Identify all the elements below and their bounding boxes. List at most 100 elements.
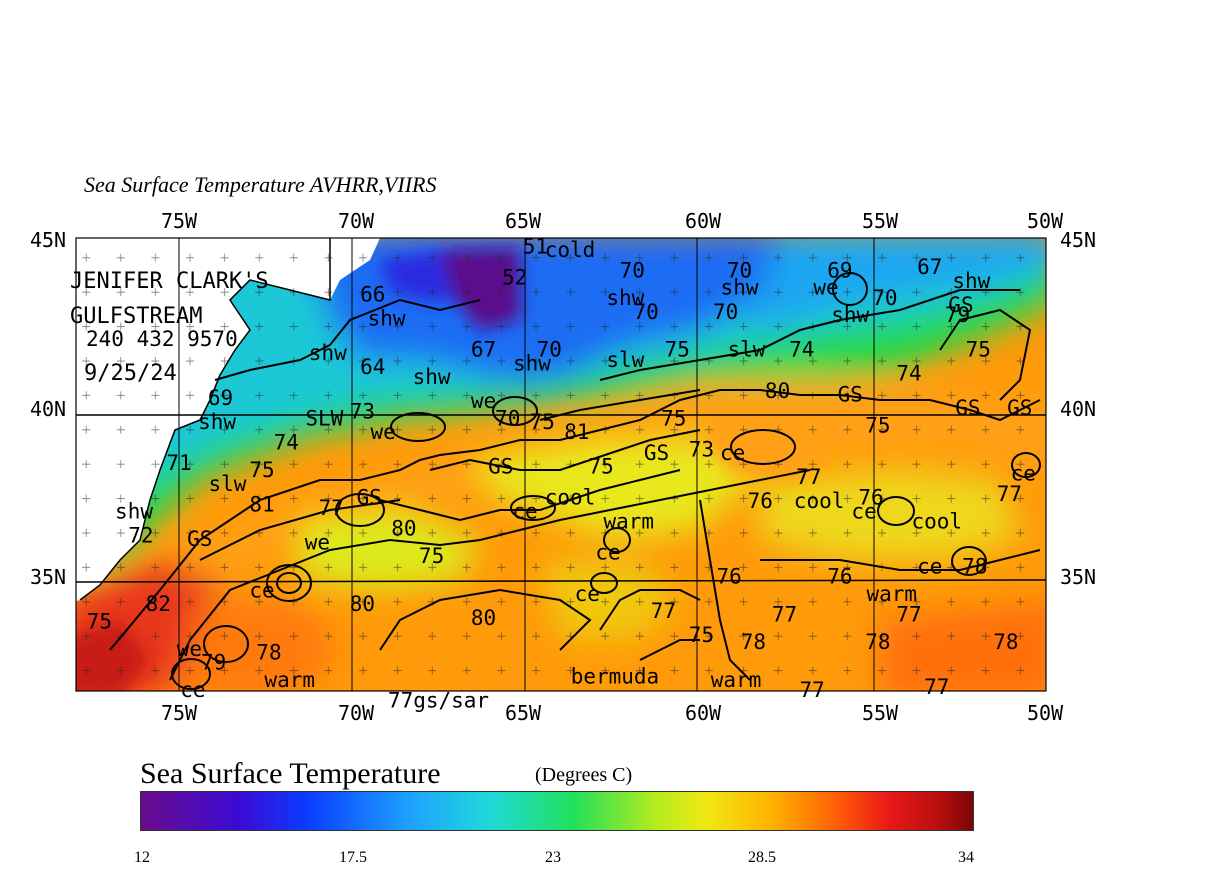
- sst-annotation: 75: [665, 338, 690, 362]
- sst-annotation: shw: [368, 307, 406, 331]
- lon-label-top: 70W: [338, 209, 375, 233]
- sst-annotation: 73: [350, 400, 375, 424]
- lat-label-left: 35N: [30, 565, 66, 589]
- sst-annotation: we: [177, 637, 202, 661]
- sst-annotation: GS: [644, 441, 669, 465]
- sst-annotation: cool: [911, 510, 962, 534]
- sst-annotation: 72: [128, 523, 153, 547]
- sst-annotation: 75: [966, 338, 991, 362]
- sst-annotation: 74: [896, 362, 921, 386]
- sst-annotation: 67: [471, 338, 496, 362]
- sst-annotation: SLW: [305, 406, 343, 430]
- sst-annotation: 77: [651, 599, 676, 623]
- sst-annotation: 78: [993, 630, 1018, 654]
- sst-annotation: 73: [689, 437, 714, 461]
- lon-label-top: 60W: [685, 209, 722, 233]
- lon-label-bottom: 75W: [161, 701, 198, 725]
- sst-annotation: 77: [924, 675, 949, 699]
- sst-annotation: 75: [530, 410, 555, 434]
- sst-annotation: 80: [391, 517, 416, 541]
- sst-annotation: 70: [620, 259, 645, 283]
- sst-annotation: warm: [604, 510, 655, 534]
- sst-annotation: GS: [838, 382, 863, 406]
- sst-annotation: 75: [87, 609, 112, 633]
- sst-field: [76, 238, 1046, 691]
- sst-annotation: cool: [794, 489, 845, 513]
- colorbar-tick-12: 12: [134, 849, 150, 866]
- lat-label-left: 45N: [30, 228, 66, 252]
- sst-annotation: 76: [858, 486, 883, 510]
- sst-annotation: 69: [827, 259, 852, 283]
- map-title: Sea Surface Temperature AVHRR,VIIRS: [84, 172, 437, 197]
- sst-annotation: shw: [413, 365, 451, 389]
- sst-annotation: ce: [1011, 461, 1036, 485]
- colorbar: [140, 791, 974, 831]
- sst-annotation: GS: [357, 486, 382, 510]
- sst-annotation: we: [305, 530, 330, 554]
- sst-annotation: 75: [249, 458, 274, 482]
- sst-annotation: 75: [419, 544, 444, 568]
- sst-annotation: ce: [917, 554, 942, 578]
- sst-annotation: ce: [180, 678, 205, 702]
- sst-annotation: slw: [208, 472, 246, 496]
- lat-label-left: 40N: [30, 397, 66, 421]
- sst-annotation: 77gs/sar: [388, 689, 489, 713]
- sst-annotation: 51: [523, 234, 548, 258]
- lon-label-bottom: 70W: [338, 701, 375, 725]
- sst-annotation: shw: [831, 303, 869, 327]
- colorbar-tick-34: 34: [958, 849, 974, 866]
- sst-annotation: 77: [319, 496, 344, 520]
- sst-annotation: shw: [513, 351, 551, 375]
- lon-label-top: 75W: [161, 209, 198, 233]
- sst-annotation: ce: [720, 441, 745, 465]
- sst-annotation: 70: [633, 300, 658, 324]
- sst-annotation: 78: [256, 640, 281, 664]
- sst-annotation: 75: [661, 406, 686, 430]
- credit-name: JENIFER CLARK'S: [70, 269, 269, 294]
- sst-annotation: 70: [872, 286, 897, 310]
- lon-label-top: 50W: [1027, 209, 1064, 233]
- sst-annotation: ce: [512, 499, 537, 523]
- sst-annotation: 76: [748, 489, 773, 513]
- sst-annotation: 80: [350, 592, 375, 616]
- credit-date: 9/25/24: [84, 361, 177, 386]
- sst-annotation: GS: [187, 527, 212, 551]
- sst-annotation: 74: [274, 431, 299, 455]
- sst-annotation: 52: [502, 265, 527, 289]
- sst-annotation: 75: [865, 413, 890, 437]
- sst-annotation: 80: [765, 379, 790, 403]
- sst-annotation: 66: [360, 283, 385, 307]
- lon-label-bottom: 55W: [862, 701, 899, 725]
- sst-annotation: ce: [249, 578, 274, 602]
- sst-annotation: 81: [564, 420, 589, 444]
- sst-annotation: 76: [827, 565, 852, 589]
- sst-annotation: 77: [796, 465, 821, 489]
- sst-annotation: shw: [952, 269, 990, 293]
- sst-annotation: warm: [264, 668, 315, 692]
- sst-annotation: GS: [948, 293, 973, 317]
- sst-annotation: shw: [606, 286, 644, 310]
- sst-annotation: 77: [997, 482, 1022, 506]
- sst-annotation: 80: [471, 606, 496, 630]
- lat-label-right: 40N: [1060, 397, 1096, 421]
- sst-annotation: shw: [115, 499, 153, 523]
- colorbar-units: (Degrees C): [535, 764, 633, 786]
- sst-annotation: 64: [360, 355, 385, 379]
- sst-annotation: bermuda: [571, 664, 660, 688]
- sst-annotation: 77: [772, 603, 797, 627]
- sst-annotation: shw: [309, 341, 347, 365]
- sst-annotation: ce: [575, 582, 600, 606]
- sst-annotation: warm: [711, 668, 762, 692]
- sst-annotation: slw: [606, 348, 644, 372]
- sst-annotation: 71: [166, 451, 191, 475]
- lon-label-top: 55W: [862, 209, 899, 233]
- sst-annotation: GS: [1007, 396, 1032, 420]
- sst-annotation: 78: [962, 554, 987, 578]
- colorbar-title: Sea Surface Temperature: [140, 757, 441, 790]
- lat-label-right: 45N: [1060, 228, 1096, 252]
- lat-label-right: 35N: [1060, 565, 1096, 589]
- sst-annotation: we: [370, 420, 395, 444]
